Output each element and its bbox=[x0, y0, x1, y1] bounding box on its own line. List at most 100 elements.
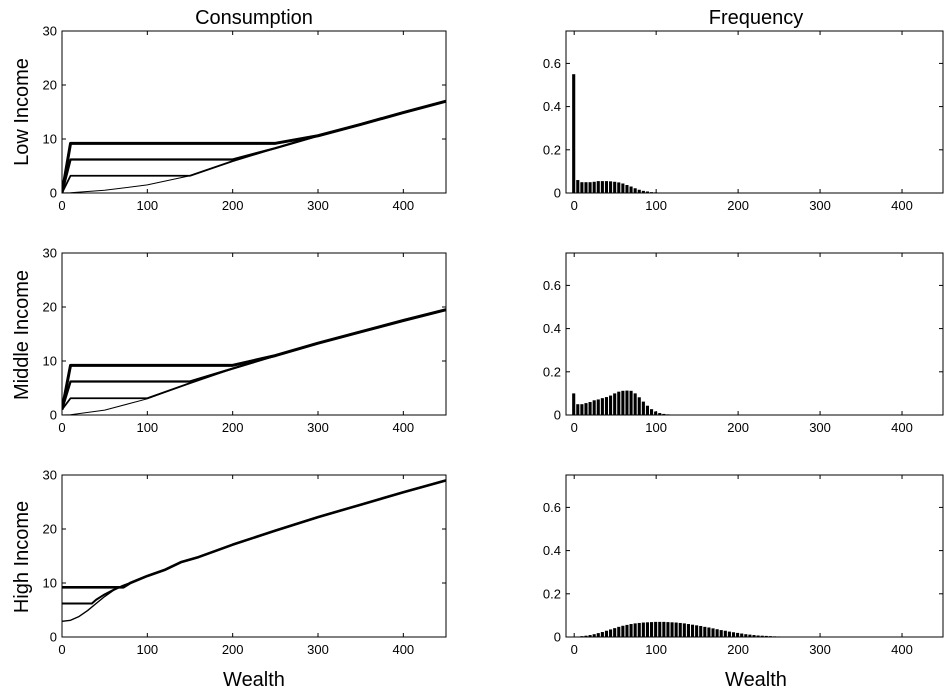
frequency-bar bbox=[600, 398, 604, 415]
x-tick-label: 200 bbox=[727, 642, 749, 657]
x-tick-label: 100 bbox=[645, 642, 667, 657]
frequency-bar bbox=[596, 399, 600, 415]
frequency-bar bbox=[600, 632, 604, 637]
x-tick-label: 400 bbox=[392, 420, 414, 435]
frequency-bar bbox=[756, 635, 760, 637]
frequency-bar bbox=[576, 404, 580, 415]
consumption-line-4 bbox=[62, 308, 446, 410]
axes-frame bbox=[565, 30, 944, 194]
low-income-frequency-panel: 0 100 200 300 400 0 0.2 0.4 0.6 bbox=[543, 30, 944, 213]
consumption-line-1 bbox=[62, 479, 446, 623]
x-tick-label: 300 bbox=[307, 420, 329, 435]
frequency-bar bbox=[645, 622, 650, 637]
consumption-line-3 bbox=[62, 479, 446, 589]
frequency-bar bbox=[617, 182, 621, 193]
low-income-label: Low Income bbox=[11, 58, 33, 166]
frequency-bar bbox=[723, 630, 727, 637]
x-tick-label: 200 bbox=[222, 198, 244, 213]
frequency-bar bbox=[707, 627, 711, 637]
low-income-consumption-panel: 0 100 200 300 400 0 10 20 30 bbox=[43, 24, 447, 213]
frequency-bar bbox=[600, 181, 604, 193]
frequency-bar bbox=[666, 622, 670, 637]
y-tick-label: 10 bbox=[43, 132, 57, 147]
frequency-bar bbox=[719, 630, 723, 637]
x-tick-label: 200 bbox=[727, 420, 749, 435]
x-tick-label: 400 bbox=[392, 642, 414, 657]
frequency-bar bbox=[584, 635, 588, 637]
frequency-bar bbox=[748, 634, 752, 637]
y-tick-label: 0.2 bbox=[543, 142, 561, 157]
frequency-bar bbox=[592, 400, 596, 415]
middle-income-label: Middle Income bbox=[11, 270, 33, 400]
frequency-bar bbox=[572, 74, 576, 193]
frequency-bar bbox=[617, 391, 621, 415]
y-tick-label: 0.6 bbox=[543, 278, 561, 293]
x-tick-label: 400 bbox=[392, 198, 414, 213]
frequency-bar bbox=[592, 634, 596, 637]
axes-frame bbox=[61, 474, 447, 638]
x-tick-label: 400 bbox=[891, 642, 913, 657]
consumption-line-1 bbox=[62, 100, 446, 193]
x-tick-label: 0 bbox=[58, 642, 65, 657]
high-income-consumption-panel: 0 100 200 300 400 0 10 20 30 bbox=[43, 468, 447, 657]
x-tick-label: 0 bbox=[58, 198, 65, 213]
frequency-bar bbox=[641, 622, 645, 637]
x-tick-label: 0 bbox=[58, 420, 65, 435]
frequency-bar bbox=[633, 623, 637, 637]
frequency-bar bbox=[584, 182, 588, 193]
x-tick-label: 300 bbox=[307, 642, 329, 657]
plot-area bbox=[576, 621, 822, 637]
y-tick-label: 10 bbox=[43, 576, 57, 591]
frequency-bar bbox=[596, 181, 600, 193]
frequency-bar bbox=[727, 631, 731, 637]
frequency-bar bbox=[662, 413, 666, 415]
frequency-bar bbox=[609, 181, 613, 193]
y-tick-label: 20 bbox=[43, 300, 57, 315]
frequency-bar bbox=[588, 182, 592, 193]
plot-area bbox=[572, 74, 682, 193]
frequency-bar bbox=[658, 413, 662, 415]
y-tick-label: 0.4 bbox=[543, 99, 561, 114]
consumption-line-2 bbox=[62, 479, 446, 605]
frequency-bar bbox=[621, 390, 625, 415]
y-tick-label: 10 bbox=[43, 354, 57, 369]
frequency-bar bbox=[629, 390, 633, 415]
frequency-bar bbox=[604, 181, 609, 193]
frequency-bar bbox=[690, 624, 695, 637]
consumption-x-axis-label: Wealth bbox=[223, 669, 285, 691]
frequency-bar bbox=[658, 621, 662, 637]
x-tick-label: 100 bbox=[136, 198, 158, 213]
frequency-column-title: Frequency bbox=[709, 7, 804, 29]
x-tick-label: 0 bbox=[571, 420, 578, 435]
frequency-bar bbox=[637, 397, 641, 415]
frequency-bar bbox=[625, 390, 629, 415]
frequency-x-axis-label: Wealth bbox=[725, 669, 787, 691]
consumption-line-2 bbox=[62, 100, 446, 193]
frequency-bar bbox=[621, 183, 625, 193]
frequency-bar bbox=[633, 188, 637, 193]
y-tick-label: 0.4 bbox=[543, 543, 561, 558]
y-tick-label: 0.6 bbox=[543, 56, 561, 71]
x-tick-label: 100 bbox=[645, 198, 667, 213]
frequency-bar bbox=[764, 635, 768, 637]
y-tick-label: 0 bbox=[50, 630, 57, 645]
frequency-bar bbox=[731, 632, 736, 637]
frequency-bar bbox=[699, 625, 703, 637]
y-tick-label: 0.2 bbox=[543, 364, 561, 379]
frequency-bar bbox=[654, 411, 658, 415]
frequency-bar bbox=[674, 622, 678, 637]
y-tick-label: 0 bbox=[554, 630, 561, 645]
frequency-bar bbox=[670, 622, 674, 637]
frequency-bar bbox=[760, 635, 764, 637]
middle-income-frequency-panel: 0 100 200 300 400 0 0.2 0.4 0.6 bbox=[543, 252, 944, 435]
x-tick-label: 300 bbox=[809, 420, 831, 435]
x-tick-label: 300 bbox=[809, 642, 831, 657]
y-tick-label: 30 bbox=[43, 246, 57, 261]
y-tick-label: 0.6 bbox=[543, 500, 561, 515]
frequency-bar bbox=[740, 633, 744, 637]
frequency-bar bbox=[596, 633, 600, 637]
x-tick-label: 0 bbox=[571, 642, 578, 657]
consumption-line-3 bbox=[62, 100, 446, 193]
